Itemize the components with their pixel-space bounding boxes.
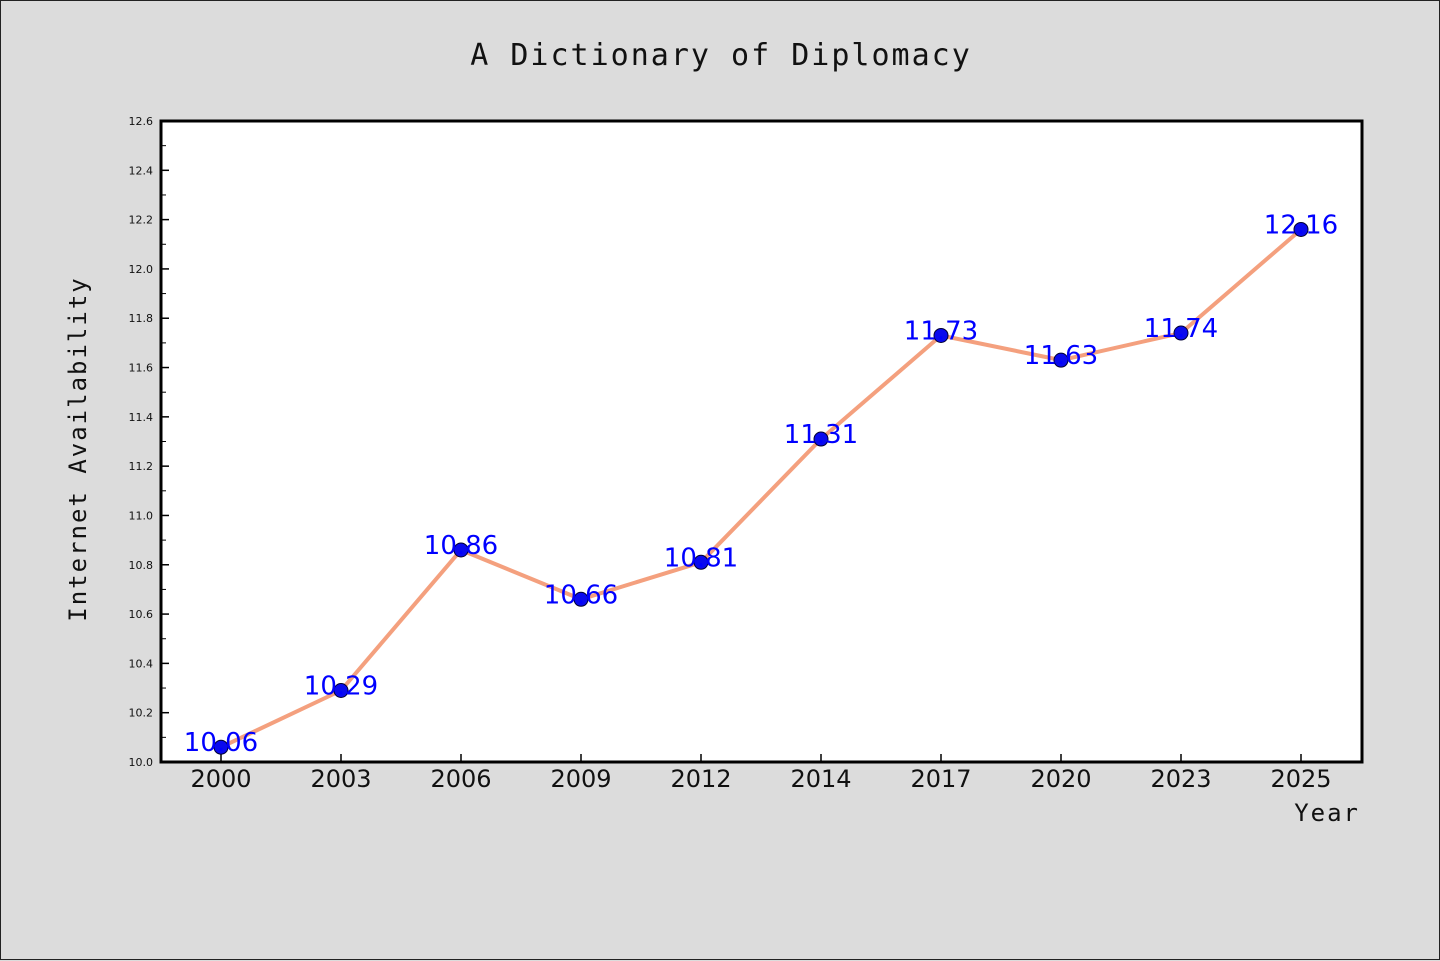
data-point (1053, 352, 1069, 368)
y-tick-label: 10.8 (129, 559, 154, 572)
series-line (220, 227, 1303, 750)
plot-border (159, 119, 1364, 764)
data-point (933, 327, 949, 343)
y-tick-label: 10.6 (129, 608, 154, 621)
y-axis-ticks: 10.0 10.2 10.4 10.6 10.8 11.0 11.2 11.4 11.6 11.8… (129, 115, 169, 769)
y-tick-label: 10.0 (129, 756, 154, 769)
x-tick-label: 2025 (1270, 765, 1331, 793)
data-label: 10.29 (304, 672, 378, 702)
x-tick-label: 2000 (190, 765, 251, 793)
x-axis-label: Year (1294, 799, 1360, 827)
data-label: 10.81 (664, 543, 738, 573)
data-point (453, 542, 469, 558)
y-axis-label: Internet Availability (64, 276, 92, 621)
data-labels: 10.06 10.29 10.86 10.66 10.81 11.31 11.73 11.63… (184, 210, 1338, 758)
plot-area (161, 121, 1362, 762)
x-tick-label: 2003 (310, 765, 371, 793)
data-label: 12.16 (1264, 210, 1338, 240)
x-tick-label: 2017 (910, 765, 971, 793)
data-point (573, 591, 589, 607)
y-tick-label: 11.2 (129, 460, 154, 473)
data-point (813, 431, 829, 447)
y-tick-label: 10.4 (129, 657, 154, 670)
y-tick-label: 12.2 (129, 214, 154, 227)
x-axis-ticks: 2000 2003 2006 2009 2012 2014 2017 2020 2023 2025 (190, 754, 1332, 793)
y-tick-label: 12.6 (129, 115, 154, 128)
y-tick-label: 11.0 (129, 509, 154, 522)
data-point (1293, 221, 1309, 237)
data-label: 11.73 (904, 316, 978, 346)
y-tick-label: 11.8 (129, 312, 154, 325)
data-label: 10.86 (424, 531, 498, 561)
data-point (333, 683, 349, 699)
x-tick-label: 2020 (1030, 765, 1091, 793)
data-point (1173, 325, 1189, 341)
data-label: 11.63 (1024, 341, 1098, 371)
x-tick-label: 2014 (790, 765, 851, 793)
x-tick-label: 2006 (430, 765, 491, 793)
chart-title: A Dictionary of Diplomacy (470, 38, 972, 73)
y-tick-label: 11.6 (129, 362, 154, 375)
y-tick-label: 12.0 (129, 263, 154, 276)
data-label: 10.66 (544, 580, 618, 610)
data-point (213, 739, 229, 755)
data-point (693, 554, 709, 570)
series-markers (213, 221, 1309, 755)
x-tick-label: 2023 (1150, 765, 1211, 793)
data-label: 11.74 (1144, 314, 1218, 344)
data-label: 11.31 (784, 420, 858, 450)
y-tick-label: 12.4 (129, 164, 154, 177)
x-tick-label: 2009 (550, 765, 611, 793)
y-tick-label: 11.4 (129, 411, 154, 424)
y-tick-label: 10.2 (129, 707, 154, 720)
data-label: 10.06 (184, 728, 258, 758)
x-tick-label: 2012 (670, 765, 731, 793)
